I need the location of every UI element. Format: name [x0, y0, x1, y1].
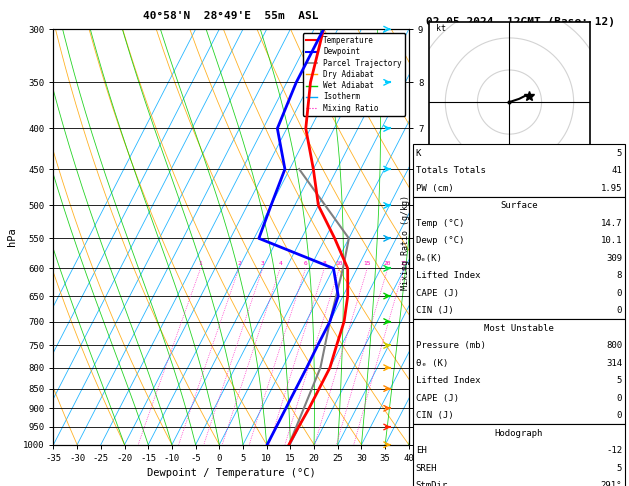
Text: 5: 5	[616, 376, 622, 385]
Text: 10.1: 10.1	[601, 236, 622, 245]
Text: Hodograph: Hodograph	[495, 429, 543, 437]
Text: Surface: Surface	[500, 201, 538, 210]
Text: 25: 25	[400, 261, 408, 266]
Text: Lifted Index: Lifted Index	[416, 271, 481, 280]
Text: K: K	[416, 149, 421, 157]
Text: 309: 309	[606, 254, 622, 262]
Text: 0: 0	[616, 289, 622, 297]
Text: 0: 0	[616, 394, 622, 402]
Text: Temp (°C): Temp (°C)	[416, 219, 464, 227]
Text: 1.95: 1.95	[601, 184, 622, 192]
Text: 8: 8	[323, 261, 326, 266]
Text: θₑ(K): θₑ(K)	[416, 254, 443, 262]
Text: PW (cm): PW (cm)	[416, 184, 454, 192]
Text: Most Unstable: Most Unstable	[484, 324, 554, 332]
Text: 8: 8	[616, 271, 622, 280]
Text: Lifted Index: Lifted Index	[416, 376, 481, 385]
Text: Dewp (°C): Dewp (°C)	[416, 236, 464, 245]
Text: Mixing Ratio (g/kg): Mixing Ratio (g/kg)	[401, 195, 410, 291]
X-axis label: Dewpoint / Temperature (°C): Dewpoint / Temperature (°C)	[147, 469, 316, 478]
Text: 0: 0	[616, 411, 622, 420]
Text: 02.05.2024  12GMT (Base: 12): 02.05.2024 12GMT (Base: 12)	[426, 17, 615, 27]
Text: 0: 0	[616, 306, 622, 315]
Text: CIN (J): CIN (J)	[416, 411, 454, 420]
Text: © weatheronline.co.uk: © weatheronline.co.uk	[467, 469, 571, 479]
Text: 6: 6	[304, 261, 308, 266]
Text: 3: 3	[261, 261, 265, 266]
Text: 2: 2	[237, 261, 241, 266]
Legend: Temperature, Dewpoint, Parcel Trajectory, Dry Adiabat, Wet Adiabat, Isotherm, Mi: Temperature, Dewpoint, Parcel Trajectory…	[303, 33, 405, 116]
Text: kt: kt	[436, 24, 446, 34]
Text: 1: 1	[199, 261, 203, 266]
Text: θₑ (K): θₑ (K)	[416, 359, 448, 367]
Text: CIN (J): CIN (J)	[416, 306, 454, 315]
Text: 5: 5	[616, 149, 622, 157]
Y-axis label: km
ASL: km ASL	[440, 237, 456, 256]
Text: 41: 41	[611, 166, 622, 175]
Text: Totals Totals: Totals Totals	[416, 166, 486, 175]
Text: 14.7: 14.7	[601, 219, 622, 227]
Text: 15: 15	[364, 261, 371, 266]
Text: 5: 5	[616, 464, 622, 472]
Y-axis label: hPa: hPa	[8, 227, 18, 246]
Text: EH: EH	[416, 446, 426, 455]
Text: 314: 314	[606, 359, 622, 367]
Text: 4: 4	[278, 261, 282, 266]
Text: StmDir: StmDir	[416, 481, 448, 486]
Text: 800: 800	[606, 341, 622, 350]
Text: SREH: SREH	[416, 464, 437, 472]
Text: -12: -12	[606, 446, 622, 455]
Text: 291°: 291°	[601, 481, 622, 486]
Text: CAPE (J): CAPE (J)	[416, 289, 459, 297]
Text: 10: 10	[335, 261, 343, 266]
Text: 20: 20	[384, 261, 391, 266]
Text: CAPE (J): CAPE (J)	[416, 394, 459, 402]
Text: Pressure (mb): Pressure (mb)	[416, 341, 486, 350]
Text: 40°58'N  28°49'E  55m  ASL: 40°58'N 28°49'E 55m ASL	[143, 11, 319, 21]
